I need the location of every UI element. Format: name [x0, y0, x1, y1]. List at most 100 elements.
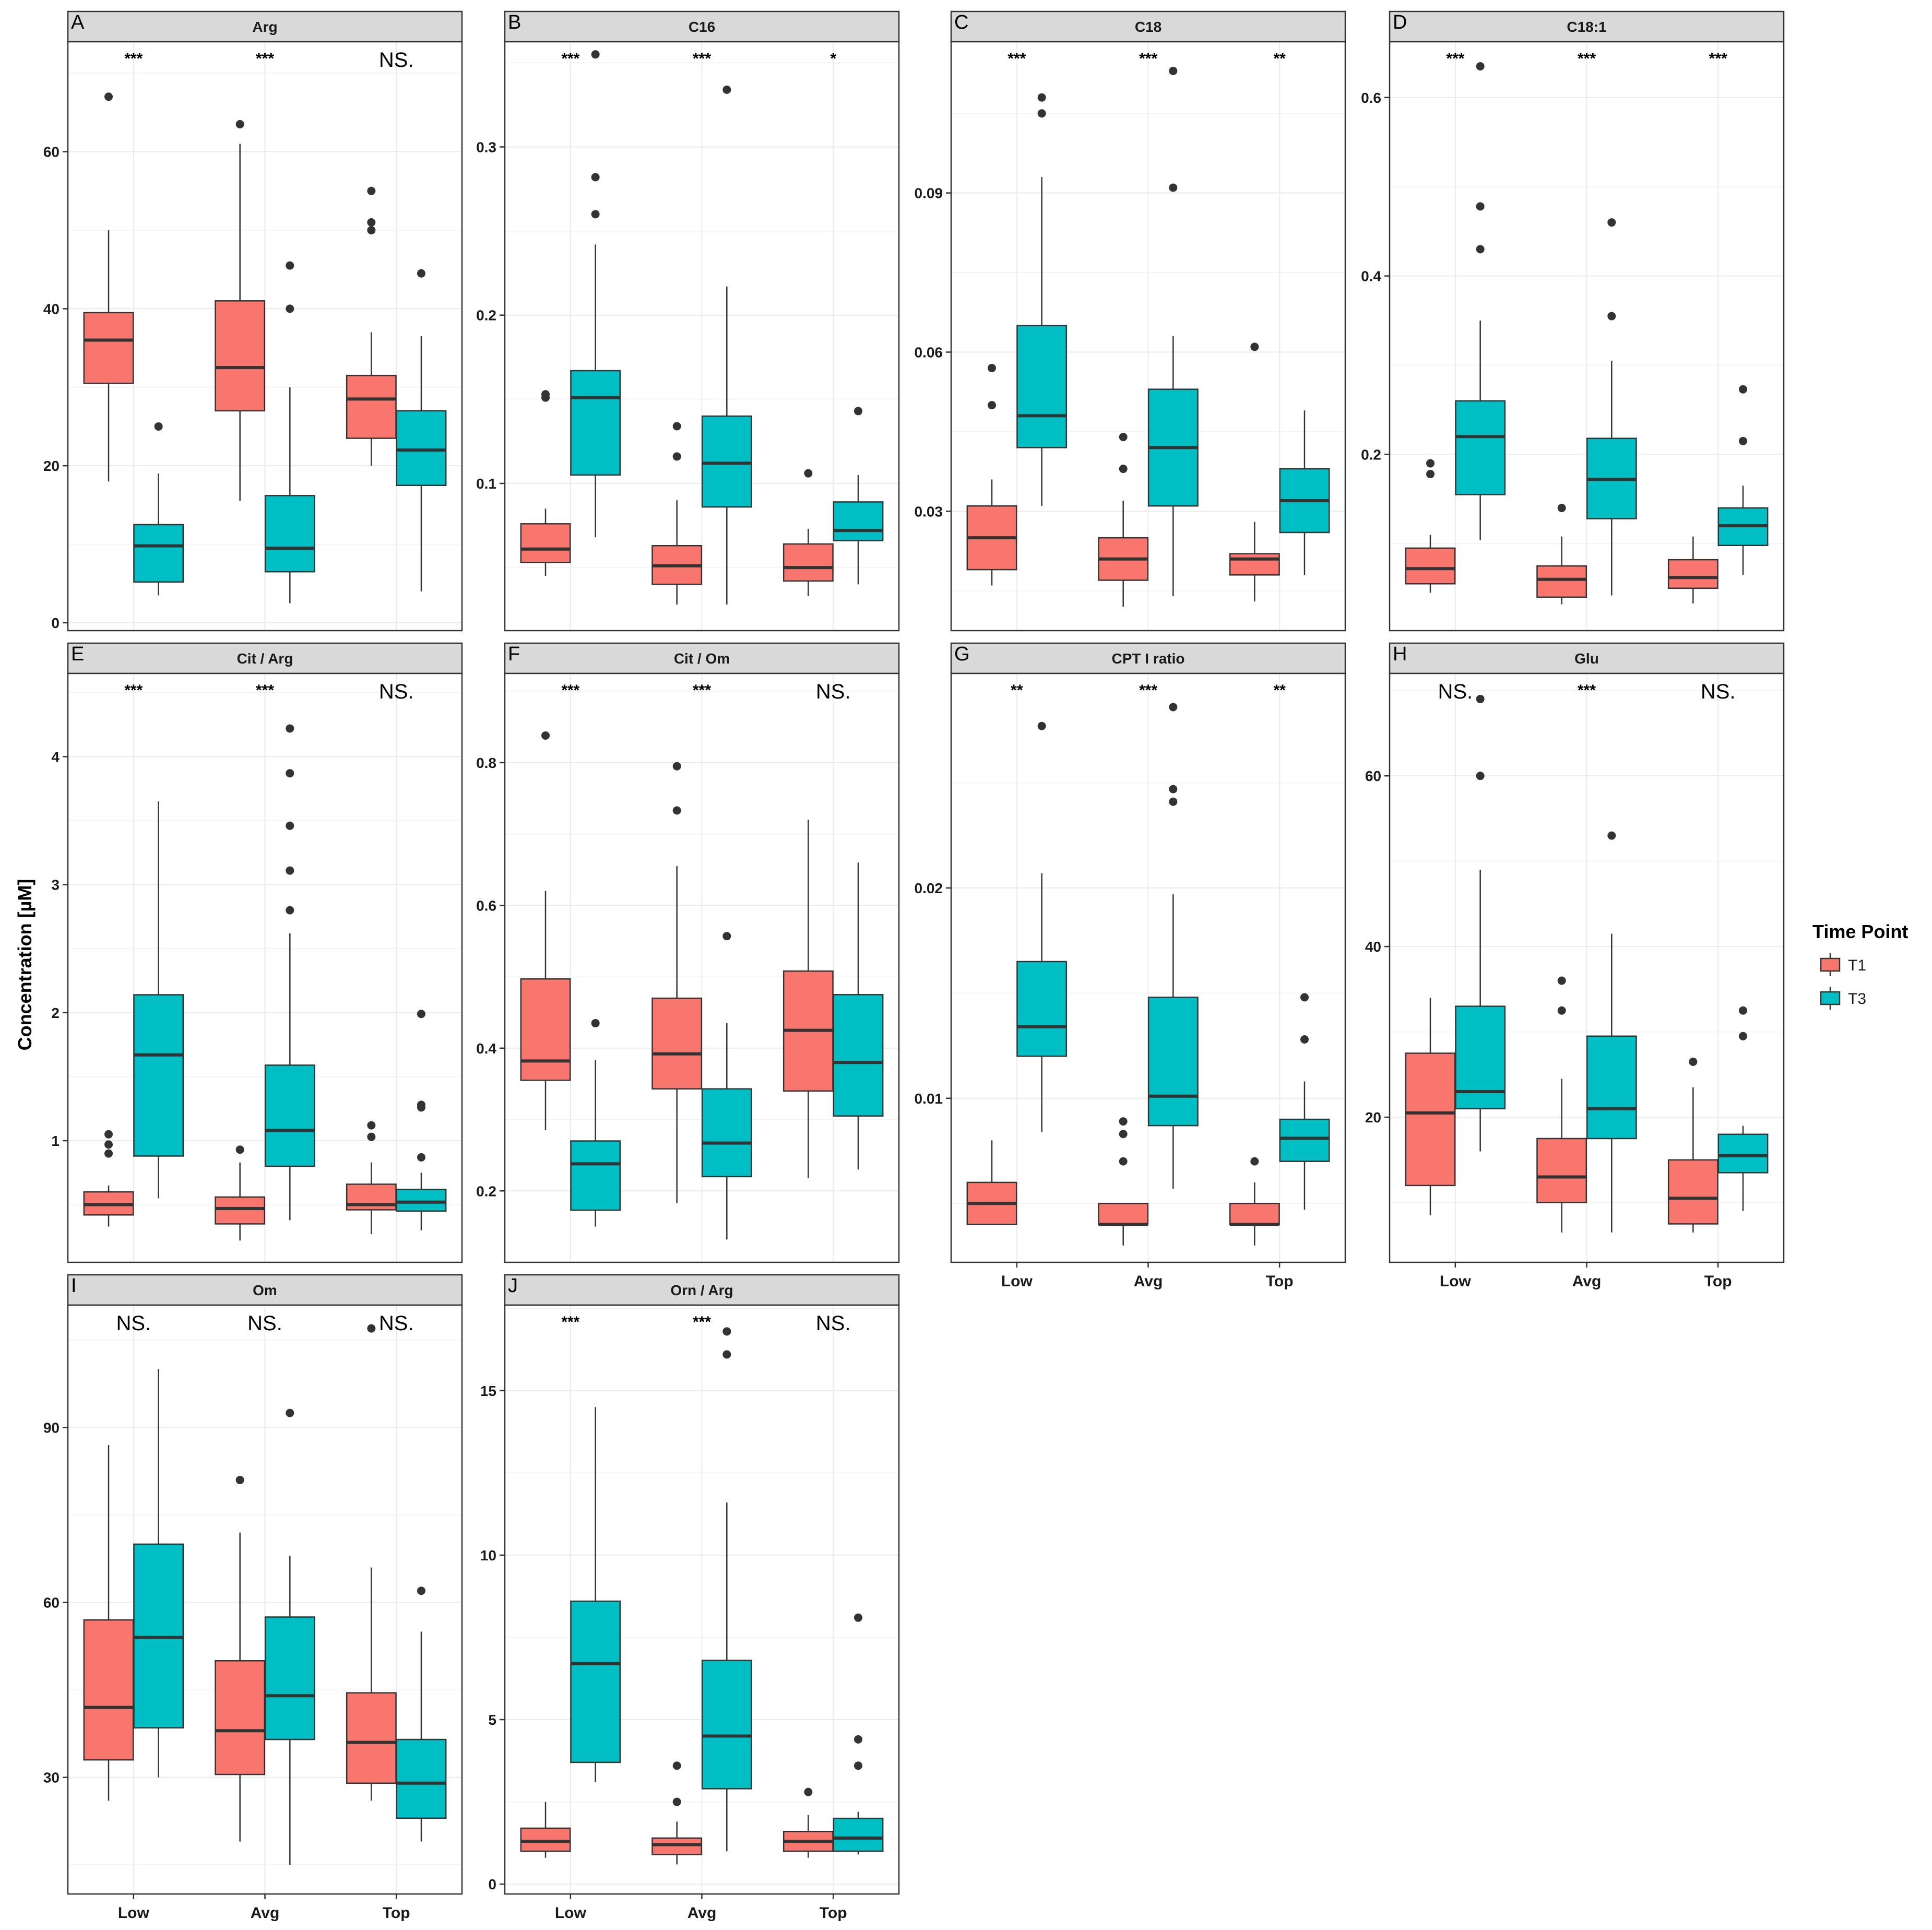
panel-j-strip	[504, 1274, 900, 1306]
panel-f-letter: F	[508, 643, 520, 665]
panel-d-y-tick-label: 0.2	[1361, 446, 1381, 463]
panel-b-y-tick-label: 0.1	[476, 476, 496, 492]
box-iqr	[783, 543, 834, 582]
outlier-point	[1689, 1057, 1698, 1066]
panel-j-letter: J	[508, 1275, 518, 1297]
panel-c-box-t1-low	[966, 363, 1017, 586]
panel-e-y-tick-label: 2	[51, 1005, 60, 1021]
panel-a-y-tick-label: 60	[43, 144, 60, 160]
panel-f-box-t1-top	[783, 820, 834, 1178]
panel-e-y-tick-label: 3	[51, 877, 60, 893]
panel-d-letter: D	[1393, 11, 1407, 33]
panel-b-significance-top: *	[830, 50, 836, 67]
outlier-point	[286, 866, 294, 875]
outlier-point	[1738, 436, 1747, 445]
outlier-point	[591, 210, 600, 219]
panel-e-box-t3-top	[396, 1010, 447, 1230]
panel-e-letter: E	[71, 643, 84, 665]
panel-b-series-t1	[520, 390, 834, 605]
panel-d-y-tick-label: 0.4	[1361, 268, 1381, 285]
panel-h: Glu H NS. *** NS. 20 40 60 Low Avg Top	[1365, 642, 1785, 1290]
panel-g-y-tick-label: 0.02	[915, 880, 943, 896]
panel-e-box-t1-top	[346, 1121, 397, 1235]
panel-c-box-t3-low	[1016, 93, 1068, 506]
box-iqr	[1147, 997, 1199, 1127]
panel-i-y-tick-label: 60	[43, 1595, 60, 1611]
panel-a-box-t1-top	[346, 186, 397, 466]
panel-j-box-t1-avg	[651, 1761, 703, 1865]
outlier-point	[235, 1145, 244, 1154]
panel-c-y-tick-label: 0.09	[915, 185, 943, 202]
panel-f-significance-avg: ***	[693, 682, 711, 699]
panel-a-significance-avg: ***	[256, 50, 274, 67]
panel-g-box-t1-top	[1229, 1157, 1280, 1246]
outlier-point	[541, 731, 550, 740]
panel-j-box-t3-top	[833, 1613, 884, 1855]
outlier-point	[804, 1787, 813, 1796]
outlier-point	[235, 120, 244, 128]
outlier-point	[1607, 831, 1616, 840]
box-iqr	[1667, 1159, 1718, 1225]
outlier-point	[1557, 1006, 1566, 1015]
box-iqr	[570, 1600, 621, 1763]
outlier-point	[672, 806, 681, 815]
outlier-point	[804, 469, 813, 478]
outlier-point	[1119, 433, 1128, 442]
panel-i-title: Om	[253, 1282, 277, 1298]
panel-b-letter: B	[508, 11, 521, 33]
box-iqr	[264, 495, 315, 573]
panel-d-series-t3	[1455, 62, 1769, 596]
outlier-point	[286, 304, 294, 313]
box-iqr	[833, 1817, 884, 1852]
y-axis-title: Concentration [µM]	[14, 879, 35, 1051]
outlier-point	[367, 1132, 376, 1141]
panel-i-strip	[67, 1274, 463, 1306]
panel-e-significance-top: NS.	[379, 680, 414, 703]
panel-i-series-t1	[83, 1324, 397, 1842]
panel-j-y-tick-label: 0	[488, 1876, 496, 1892]
panel-h-y-tick-label: 40	[1365, 939, 1381, 955]
box-iqr	[1405, 1052, 1456, 1187]
panel-j-title: Orn / Arg	[670, 1282, 733, 1298]
panel-d-box-t1-low	[1405, 459, 1456, 593]
panel-h-box-t1-avg	[1536, 976, 1587, 1233]
outlier-point	[672, 452, 681, 461]
panel-b-box-t3-top	[833, 407, 884, 585]
outlier-point	[591, 50, 600, 59]
panel-f-significance-top: NS.	[816, 680, 851, 703]
legend-item-t3: T3	[1820, 987, 1866, 1010]
panel-h-significance-low: NS.	[1438, 680, 1473, 703]
panel-a-box-t3-top	[396, 269, 447, 591]
box-iqr	[1405, 547, 1456, 585]
panel-c-series-t3	[1016, 66, 1330, 596]
panel-f-y-tick-label: 0.4	[476, 1040, 496, 1057]
panel-b-box-t3-avg	[701, 85, 752, 605]
outlier-point	[672, 422, 681, 431]
outlier-point	[1250, 1157, 1259, 1166]
panel-e-box-t3-low	[133, 801, 184, 1199]
panel-j-x-label-low: Low	[555, 1904, 587, 1922]
box-iqr	[701, 1088, 752, 1178]
panel-a-strip	[67, 10, 463, 43]
box-iqr	[1016, 325, 1068, 448]
panel-g-significance-avg: ***	[1139, 682, 1157, 699]
panel-d-significance-avg: ***	[1578, 50, 1596, 67]
outlier-point	[104, 92, 113, 101]
outlier-point	[235, 1476, 244, 1485]
panel-c-box-t3-top	[1279, 410, 1330, 575]
panel-a-title: Arg	[252, 19, 277, 35]
panel-a-significance-top: NS.	[379, 49, 414, 72]
panel-e-significance-avg: ***	[256, 682, 274, 699]
outlier-point	[1426, 459, 1435, 468]
panel-i-y-tick-label: 90	[43, 1420, 60, 1436]
outlier-point	[367, 1324, 376, 1333]
panel-b-box-t1-top	[783, 469, 834, 596]
outlier-point	[1476, 245, 1485, 254]
panel-d-box-t3-low	[1455, 62, 1506, 540]
legend-label-t3: T3	[1848, 990, 1866, 1008]
outlier-point	[1119, 465, 1128, 473]
panel-f-series-t1	[520, 731, 834, 1203]
outlier-point	[104, 1130, 113, 1139]
